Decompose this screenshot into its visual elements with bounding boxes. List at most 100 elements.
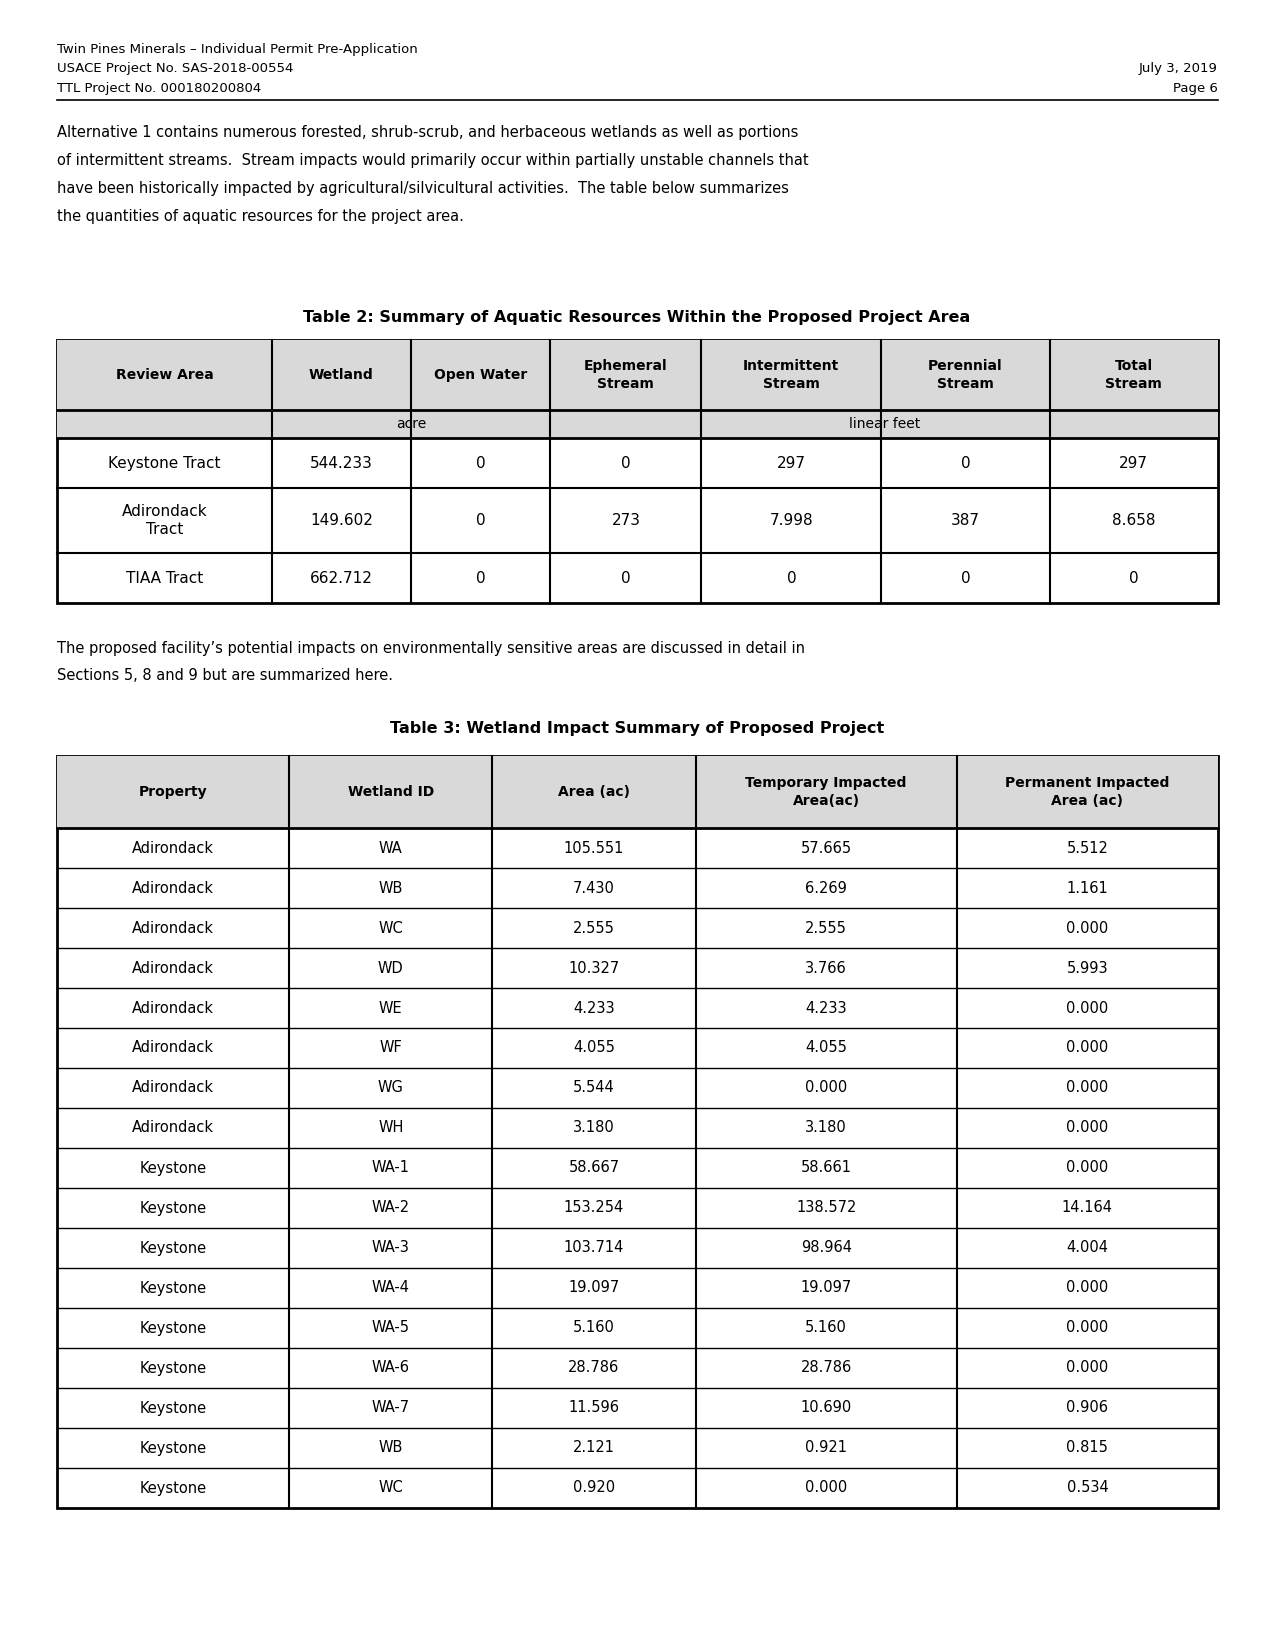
Text: Page 6: Page 6 <box>1173 83 1218 96</box>
Text: 387: 387 <box>951 513 980 528</box>
Text: Keystone: Keystone <box>139 1321 207 1336</box>
Text: Wetland ID: Wetland ID <box>348 784 434 799</box>
Text: 4.055: 4.055 <box>572 1040 615 1055</box>
Text: WB: WB <box>379 880 403 895</box>
Text: 4.004: 4.004 <box>1066 1240 1108 1255</box>
Text: 0.000: 0.000 <box>805 1080 848 1096</box>
Text: 10.690: 10.690 <box>801 1400 852 1415</box>
Text: 0.000: 0.000 <box>1066 1360 1108 1375</box>
Text: WA-1: WA-1 <box>372 1161 409 1176</box>
Text: 149.602: 149.602 <box>310 513 372 528</box>
Text: 5.993: 5.993 <box>1067 961 1108 976</box>
Text: 7.430: 7.430 <box>572 880 615 895</box>
Text: 57.665: 57.665 <box>801 840 852 855</box>
Text: have been historically impacted by agricultural/silvicultural activities.  The t: have been historically impacted by agric… <box>57 182 789 196</box>
Text: Sections 5, 8 and 9 but are summarized here.: Sections 5, 8 and 9 but are summarized h… <box>57 669 393 684</box>
Text: Table 3: Wetland Impact Summary of Proposed Project: Table 3: Wetland Impact Summary of Propo… <box>390 721 884 736</box>
Text: linear feet: linear feet <box>849 418 919 431</box>
Text: Keystone: Keystone <box>139 1200 207 1215</box>
Bar <box>57 340 1218 603</box>
Text: 0.000: 0.000 <box>805 1481 848 1496</box>
Text: 5.512: 5.512 <box>1066 840 1108 855</box>
Text: 297: 297 <box>776 456 806 471</box>
Text: 0.906: 0.906 <box>1066 1400 1108 1415</box>
Text: Table 2: Summary of Aquatic Resources Within the Proposed Project Area: Table 2: Summary of Aquatic Resources Wi… <box>303 310 970 325</box>
Text: 0.000: 0.000 <box>1066 921 1108 936</box>
Text: WC: WC <box>379 1481 403 1496</box>
Bar <box>57 340 1218 409</box>
Text: Adirondack: Adirondack <box>133 880 214 895</box>
Text: Adirondack
Tract: Adirondack Tract <box>121 504 208 537</box>
Text: 4.233: 4.233 <box>806 1001 847 1015</box>
Text: WF: WF <box>380 1040 402 1055</box>
Text: 0: 0 <box>960 456 970 471</box>
Text: 297: 297 <box>1119 456 1149 471</box>
Text: 0.000: 0.000 <box>1066 1321 1108 1336</box>
Text: WE: WE <box>379 1001 403 1015</box>
Text: 3.766: 3.766 <box>806 961 847 976</box>
Text: 0: 0 <box>476 456 486 471</box>
Text: Keystone: Keystone <box>139 1240 207 1255</box>
Text: 14.164: 14.164 <box>1062 1200 1113 1215</box>
Text: acre: acre <box>397 418 426 431</box>
Text: TTL Project No. 000180200804: TTL Project No. 000180200804 <box>57 83 261 96</box>
Text: Keystone Tract: Keystone Tract <box>108 456 221 471</box>
Text: Adirondack: Adirondack <box>133 1040 214 1055</box>
Text: Keystone: Keystone <box>139 1400 207 1415</box>
Text: 0.000: 0.000 <box>1066 1281 1108 1296</box>
Text: 5.160: 5.160 <box>572 1321 615 1336</box>
Text: 19.097: 19.097 <box>801 1281 852 1296</box>
Text: 1.161: 1.161 <box>1066 880 1108 895</box>
Bar <box>57 756 1218 1507</box>
Text: 0.920: 0.920 <box>572 1481 615 1496</box>
Text: July 3, 2019: July 3, 2019 <box>1139 63 1218 74</box>
Text: WG: WG <box>377 1080 404 1096</box>
Text: the quantities of aquatic resources for the project area.: the quantities of aquatic resources for … <box>57 210 464 225</box>
Text: 58.661: 58.661 <box>801 1161 852 1176</box>
Text: 103.714: 103.714 <box>564 1240 625 1255</box>
Text: 0.534: 0.534 <box>1066 1481 1108 1496</box>
Text: Keystone: Keystone <box>139 1281 207 1296</box>
Text: 8.658: 8.658 <box>1112 513 1155 528</box>
Text: WA-4: WA-4 <box>372 1281 409 1296</box>
Text: WC: WC <box>379 921 403 936</box>
Text: Wetland: Wetland <box>309 368 374 381</box>
Text: Review Area: Review Area <box>116 368 213 381</box>
Text: 0.000: 0.000 <box>1066 1161 1108 1176</box>
Text: The proposed facility’s potential impacts on environmentally sensitive areas are: The proposed facility’s potential impact… <box>57 641 805 655</box>
Bar <box>57 756 1218 829</box>
Text: 0.000: 0.000 <box>1066 1040 1108 1055</box>
Text: Intermittent
Stream: Intermittent Stream <box>743 360 839 391</box>
Text: WH: WH <box>379 1121 403 1136</box>
Text: of intermittent streams.  Stream impacts would primarily occur within partially : of intermittent streams. Stream impacts … <box>57 154 808 168</box>
Text: WA: WA <box>379 840 403 855</box>
Text: 0: 0 <box>476 571 486 586</box>
Text: 0.000: 0.000 <box>1066 1121 1108 1136</box>
Text: Alternative 1 contains numerous forested, shrub-scrub, and herbaceous wetlands a: Alternative 1 contains numerous forested… <box>57 125 798 140</box>
Text: USACE Project No. SAS-2018-00554: USACE Project No. SAS-2018-00554 <box>57 63 293 74</box>
Text: WD: WD <box>377 961 404 976</box>
Text: 4.055: 4.055 <box>806 1040 847 1055</box>
Text: Adirondack: Adirondack <box>133 961 214 976</box>
Text: Property: Property <box>139 784 208 799</box>
Text: 5.544: 5.544 <box>572 1080 615 1096</box>
Text: 3.180: 3.180 <box>572 1121 615 1136</box>
Text: Keystone: Keystone <box>139 1441 207 1456</box>
Text: 58.667: 58.667 <box>569 1161 620 1176</box>
Text: Adirondack: Adirondack <box>133 1080 214 1096</box>
Text: Perennial
Stream: Perennial Stream <box>928 360 1003 391</box>
Text: 3.180: 3.180 <box>806 1121 847 1136</box>
Text: WA-2: WA-2 <box>372 1200 409 1215</box>
Text: 138.572: 138.572 <box>796 1200 857 1215</box>
Text: 0.815: 0.815 <box>1066 1441 1108 1456</box>
Text: 2.555: 2.555 <box>806 921 847 936</box>
Text: 7.998: 7.998 <box>770 513 813 528</box>
Text: TIAA Tract: TIAA Tract <box>126 571 203 586</box>
Text: 105.551: 105.551 <box>564 840 625 855</box>
Text: WA-6: WA-6 <box>372 1360 409 1375</box>
Text: WA-5: WA-5 <box>372 1321 409 1336</box>
Text: Keystone: Keystone <box>139 1161 207 1176</box>
Text: 11.596: 11.596 <box>569 1400 620 1415</box>
Text: 0.921: 0.921 <box>806 1441 847 1456</box>
Text: 0.000: 0.000 <box>1066 1001 1108 1015</box>
